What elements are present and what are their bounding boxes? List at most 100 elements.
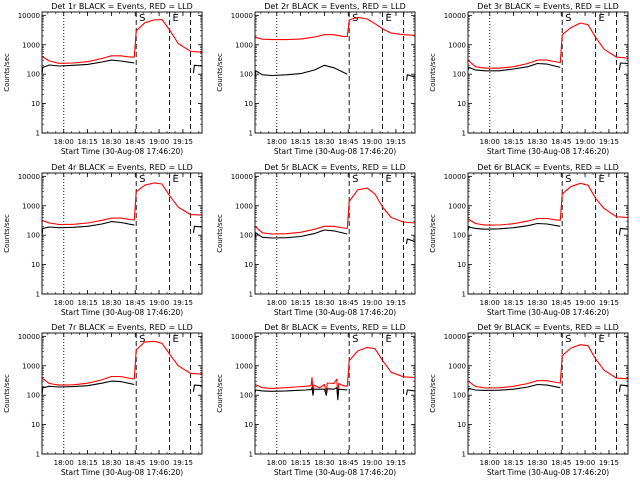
x-tick-label: 18:00: [480, 459, 500, 467]
panel-title: Det 2r BLACK = Events, RED = LLD: [264, 2, 406, 11]
y-tick-label: 1000: [235, 202, 253, 210]
y-tick-label: 1: [36, 291, 40, 299]
y-tick-label: 100: [27, 232, 40, 240]
events-series-line: [254, 229, 348, 240]
y-tick-label: 100: [453, 392, 466, 400]
y-axis-label: Counts/sec: [429, 374, 437, 413]
x-axis-label: Start Time (30-Aug-08 17:46:20): [487, 308, 609, 317]
x-tick-label: 18:00: [267, 459, 287, 467]
y-axis-label: Counts/sec: [216, 214, 224, 253]
events-series-line: [192, 384, 203, 392]
x-tick-label: 18:00: [54, 138, 74, 146]
x-axis-label: Start Time (30-Aug-08 17:46:20): [487, 468, 609, 477]
events-series-line: [41, 59, 135, 75]
plot-frame: [254, 172, 416, 295]
x-tick-label: 18:30: [527, 138, 547, 146]
x-tick-label: 18:15: [290, 459, 310, 467]
detector-panel-5: Det 5r BLACK = Events, RED = LLD Counts/s…: [216, 163, 416, 317]
events-series-line: [467, 62, 561, 72]
panel-title: Det 7r BLACK = Events, RED = LLD: [51, 323, 193, 332]
y-tick-label: 10000: [231, 12, 253, 20]
y-axis-label: Counts/sec: [216, 374, 224, 413]
marker-e: E: [598, 334, 604, 345]
x-tick-label: 18:30: [101, 138, 121, 146]
panel-title: Det 4r BLACK = Events, RED = LLD: [51, 163, 193, 172]
panel-title: Det 1r BLACK = Events, RED = LLD: [51, 2, 193, 11]
y-tick-label: 100: [453, 232, 466, 240]
lld-series-line: [41, 340, 203, 386]
y-tick-label: 10000: [231, 173, 253, 181]
x-tick-label: 18:30: [527, 299, 547, 307]
x-tick-label: 18:30: [314, 459, 334, 467]
events-series-line: [618, 384, 629, 392]
y-tick-label: 10000: [18, 12, 40, 20]
lld-series-line: [467, 182, 629, 226]
x-tick-label: 18:30: [101, 299, 121, 307]
events-series-line: [405, 74, 416, 81]
x-tick-label: 18:45: [125, 299, 145, 307]
plot-frame: [41, 11, 203, 134]
x-tick-label: 18:45: [551, 138, 571, 146]
y-axis-label: Counts/sec: [3, 53, 11, 92]
y-tick-label: 100: [27, 392, 40, 400]
y-tick-label: 1: [462, 451, 466, 459]
marker-e: E: [172, 174, 178, 185]
marker-s: S: [352, 334, 358, 345]
y-tick-label: 10000: [18, 173, 40, 181]
detector-panel-7: Det 7r BLACK = Events, RED = LLD Counts/s…: [3, 323, 203, 477]
y-tick-label: 1: [462, 130, 466, 138]
events-series-line: [467, 222, 561, 232]
x-tick-label: 18:30: [314, 299, 334, 307]
marker-s: S: [352, 174, 358, 185]
x-tick-label: 19:00: [575, 299, 595, 307]
marker-s: S: [565, 13, 571, 24]
x-tick-label: 18:15: [503, 299, 523, 307]
x-tick-label: 19:00: [575, 459, 595, 467]
x-tick-label: 18:30: [527, 459, 547, 467]
y-tick-label: 1000: [22, 41, 40, 49]
lld-series-line: [254, 16, 416, 41]
y-tick-label: 10000: [444, 173, 466, 181]
marker-e: E: [385, 174, 391, 185]
y-tick-label: 1: [462, 291, 466, 299]
panel-title: Det 9r BLACK = Events, RED = LLD: [477, 323, 619, 332]
x-axis-label: Start Time (30-Aug-08 17:46:20): [487, 147, 609, 156]
y-tick-label: 1000: [448, 362, 466, 370]
y-tick-label: 10: [244, 421, 253, 429]
y-axis-label: Counts/sec: [3, 214, 11, 253]
x-tick-label: 19:15: [386, 299, 406, 307]
x-tick-label: 18:15: [503, 138, 523, 146]
events-series-line: [41, 221, 135, 236]
detector-panel-1: Det 1r BLACK = Events, RED = LLD Counts/s…: [3, 2, 203, 156]
y-tick-label: 100: [240, 232, 253, 240]
y-tick-label: 1: [249, 130, 253, 138]
y-tick-label: 1: [249, 291, 253, 299]
y-tick-label: 1000: [22, 202, 40, 210]
panel-title: Det 5r BLACK = Events, RED = LLD: [264, 163, 406, 172]
detector-panel-3: Det 3r BLACK = Events, RED = LLD Counts/s…: [429, 2, 629, 156]
x-tick-label: 19:15: [173, 459, 193, 467]
y-tick-label: 10: [457, 261, 466, 269]
marker-s: S: [139, 13, 145, 24]
y-tick-label: 100: [453, 71, 466, 79]
x-axis-label: Start Time (30-Aug-08 17:46:20): [274, 147, 396, 156]
events-series-line: [254, 64, 348, 79]
plot-frame: [254, 332, 416, 455]
x-tick-label: 19:15: [386, 459, 406, 467]
panel-title: Det 8r BLACK = Events, RED = LLD: [264, 323, 406, 332]
x-tick-label: 19:15: [599, 299, 619, 307]
x-tick-label: 18:15: [77, 459, 97, 467]
plot-frame: [467, 11, 629, 134]
x-tick-label: 19:00: [362, 299, 382, 307]
detector-panel-6: Det 6r BLACK = Events, RED = LLD Counts/s…: [429, 163, 629, 317]
marker-e: E: [385, 13, 391, 24]
y-tick-label: 1000: [448, 41, 466, 49]
events-series-line: [405, 389, 416, 396]
y-tick-label: 10000: [18, 333, 40, 341]
plot-frame: [41, 172, 203, 295]
y-tick-label: 1: [36, 451, 40, 459]
events-series-line: [192, 225, 203, 233]
x-tick-label: 18:45: [125, 459, 145, 467]
events-series-line: [467, 383, 561, 392]
